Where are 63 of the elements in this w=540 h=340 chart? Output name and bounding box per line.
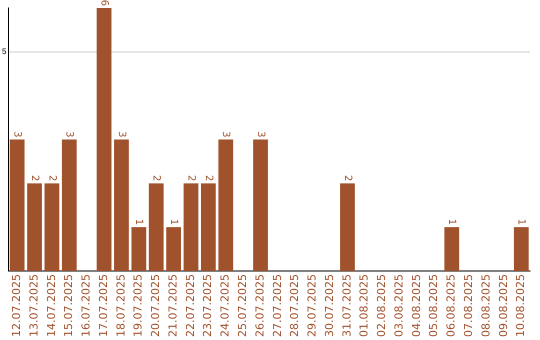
x-tick-label: 16.07.2025 — [80, 274, 93, 338]
bar — [131, 227, 146, 272]
bar — [184, 183, 198, 272]
x-tick-label: 04.08.2025 — [410, 274, 423, 338]
data-label: 2 — [28, 174, 40, 182]
data-label: 2 — [46, 174, 58, 182]
bar — [27, 183, 42, 272]
bar — [44, 183, 60, 272]
x-tick-label: 19.07.2025 — [132, 274, 145, 338]
x-tick-label: 24.07.2025 — [218, 274, 232, 338]
x-tick-label: 01.08.2025 — [358, 274, 371, 338]
x-tick-label: 27.07.2025 — [270, 274, 284, 338]
bar — [62, 140, 77, 272]
data-label: 1 — [446, 218, 458, 226]
bar — [253, 140, 268, 272]
x-tick-label: 31.07.2025 — [340, 274, 354, 338]
bar — [96, 8, 112, 272]
data-label: 1 — [133, 218, 144, 226]
x-tick-label: 13.07.2025 — [27, 274, 40, 338]
x-tick-label: 08.08.2025 — [479, 274, 492, 338]
x-tick-label: 10.08.2025 — [514, 274, 528, 338]
data-label: 1 — [516, 218, 527, 226]
x-tick-label: 09.08.2025 — [496, 274, 510, 338]
x-tick-label: 02.08.2025 — [375, 274, 388, 338]
x-tick-label: 03.08.2025 — [392, 274, 406, 338]
data-label: 2 — [150, 174, 162, 182]
x-tick-label: 18.07.2025 — [114, 274, 128, 338]
x-tick-label: 14.07.2025 — [44, 274, 58, 338]
data-label: 1 — [168, 218, 180, 226]
bar — [340, 183, 355, 272]
x-tick-label: 17.07.2025 — [96, 274, 110, 338]
x-tick-label: 20.07.2025 — [149, 274, 162, 338]
bar — [200, 183, 216, 272]
bar — [444, 227, 460, 272]
data-label: 2 — [202, 174, 214, 182]
x-tick-label: 12.07.2025 — [10, 274, 23, 338]
x-tick-label: 23.07.2025 — [201, 274, 214, 338]
x-tick-label: 06.08.2025 — [444, 274, 458, 338]
x-tick-label: 22.07.2025 — [184, 274, 197, 338]
x-tick-label: 25.07.2025 — [236, 274, 250, 338]
data-label: 2 — [185, 174, 196, 182]
bar — [166, 227, 181, 272]
x-tick-label: 28.07.2025 — [288, 274, 302, 338]
bar — [148, 183, 164, 272]
bar — [10, 140, 25, 272]
bar — [514, 227, 529, 272]
y-tick-label: 5 — [2, 47, 7, 56]
x-tick-label: 05.08.2025 — [427, 274, 440, 338]
data-label: 3 — [64, 131, 75, 138]
data-label: 3 — [12, 131, 23, 138]
x-tick-label: 07.08.2025 — [462, 274, 476, 338]
x-tick-label: 29.07.2025 — [306, 274, 319, 338]
bar — [114, 140, 129, 272]
x-tick-label: 21.07.2025 — [166, 274, 180, 338]
bar — [218, 140, 234, 272]
data-label: 3 — [254, 131, 266, 138]
x-tick-label: 26.07.2025 — [253, 274, 266, 338]
x-tick-label: 15.07.2025 — [62, 274, 76, 338]
data-label: 2 — [342, 174, 353, 182]
data-label: 6 — [98, 0, 110, 6]
x-tick-label: 30.07.2025 — [322, 274, 336, 338]
data-label: 3 — [220, 131, 232, 138]
data-label: 3 — [116, 131, 127, 138]
